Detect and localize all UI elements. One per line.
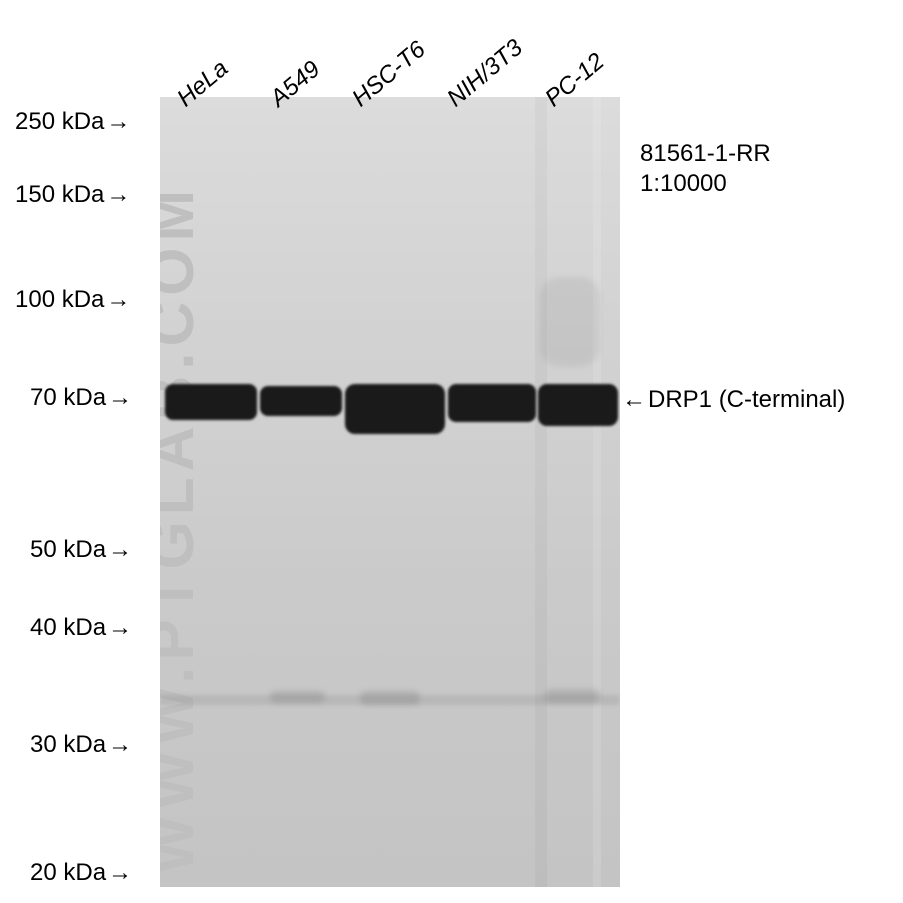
- figure-container: WWW.PTGLAB.COM 250 kDa→ 150 kDa→ 100 kDa…: [0, 0, 903, 903]
- arrow-right-icon: →: [108, 384, 132, 412]
- dilution: 1:10000: [640, 170, 727, 198]
- marker-250: 250 kDa→: [15, 108, 130, 136]
- arrow-right-icon: →: [106, 181, 130, 209]
- lane-shade: [593, 97, 601, 887]
- band-hsct6: [345, 384, 445, 434]
- marker-text: 70 kDa: [30, 384, 106, 411]
- band-hela: [165, 384, 257, 420]
- blot-background: [160, 97, 620, 887]
- marker-150: 150 kDa→: [15, 181, 130, 209]
- arrow-right-icon: →: [108, 859, 132, 887]
- blot-area: WWW.PTGLAB.COM: [160, 97, 620, 887]
- marker-text: 40 kDa: [30, 614, 106, 641]
- marker-text: 50 kDa: [30, 536, 106, 563]
- marker-text: 100 kDa: [15, 286, 104, 313]
- background-smudge: [540, 277, 600, 367]
- marker-text: 20 kDa: [30, 859, 106, 886]
- arrow-right-icon: →: [106, 286, 130, 314]
- marker-text: 150 kDa: [15, 181, 104, 208]
- marker-text: 250 kDa: [15, 108, 104, 135]
- marker-30: 30 kDa→: [30, 731, 132, 759]
- watermark-text: WWW.PTGLAB.COM: [160, 184, 208, 874]
- arrow-right-icon: →: [108, 731, 132, 759]
- marker-40: 40 kDa→: [30, 614, 132, 642]
- arrow-right-icon: →: [108, 536, 132, 564]
- catalog-number: 81561-1-RR: [640, 140, 771, 168]
- lane-shade: [535, 97, 547, 887]
- faint-band: [545, 689, 600, 703]
- marker-70: 70 kDa→: [30, 384, 132, 412]
- faint-band: [360, 691, 420, 705]
- band-nih3t3: [448, 384, 536, 422]
- band-label-text: DRP1 (C-terminal): [648, 386, 845, 413]
- arrow-right-icon: →: [106, 108, 130, 136]
- band-label: ←DRP1 (C-terminal): [622, 386, 845, 414]
- faint-band: [270, 691, 325, 703]
- marker-50: 50 kDa→: [30, 536, 132, 564]
- band-pc12: [538, 384, 618, 426]
- marker-100: 100 kDa→: [15, 286, 130, 314]
- arrow-right-icon: →: [108, 614, 132, 642]
- marker-text: 30 kDa: [30, 731, 106, 758]
- band-a549: [260, 386, 342, 416]
- marker-20: 20 kDa→: [30, 859, 132, 887]
- arrow-left-icon: ←: [622, 386, 646, 414]
